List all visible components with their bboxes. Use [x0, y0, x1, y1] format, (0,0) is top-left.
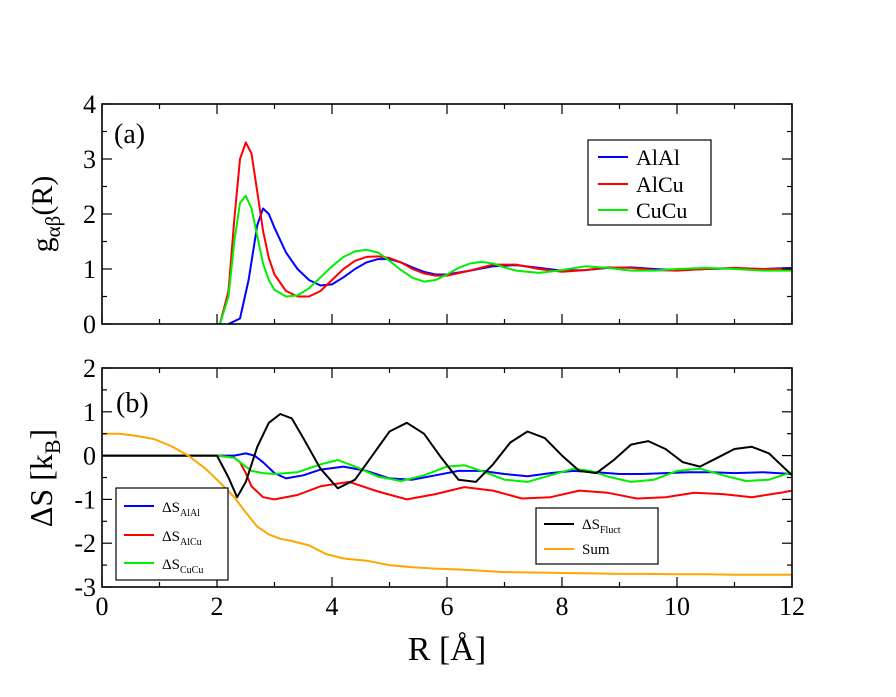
panel-b-legend-left: ΔSAlAl ΔSAlCu ΔSCuCu	[115, 487, 229, 581]
panel-b-series-line-sum	[102, 432, 792, 576]
panel-b-ylabel-suffix: ]	[23, 429, 59, 440]
legend-label-alal: AlAl	[636, 145, 680, 170]
y-tick-label: 1	[83, 398, 96, 427]
panel-a-series-line-alcu	[218, 141, 792, 325]
legend-label-ds-fluct: ΔSFluct	[582, 517, 621, 536]
legend-label-ds-fluct-sub: Fluct	[600, 525, 621, 536]
y-tick-label: 3	[83, 145, 96, 174]
legend-label-ds-cucu-sub: CuCu	[180, 565, 203, 576]
panel-b-ylabel-sub: B	[40, 439, 65, 454]
legend-label-sum: Sum	[582, 542, 610, 558]
panel-a-series-line-alal	[228, 207, 793, 325]
legend-label-cucu: CuCu	[636, 198, 687, 223]
panel-a-ticks: 0 1 2 3 4	[83, 90, 793, 339]
panel-b-legend-right: ΔSFluct Sum	[535, 507, 659, 565]
legend-label-alcu: AlCu	[636, 172, 684, 197]
panel-a: 0 1 2 3 4 (a) gαβ(R) AlAl AlCu CuCu	[26, 90, 793, 339]
panel-a-legend: AlAl AlCu CuCu	[587, 139, 712, 226]
y-tick-label: 0	[83, 310, 96, 339]
panel-b-legend-right-box	[535, 507, 659, 565]
y-tick-label: 4	[83, 90, 96, 119]
x-tick-label: 8	[556, 592, 569, 621]
panel-a-series-line-cucu	[218, 194, 792, 325]
panel-a-series-group	[218, 141, 793, 325]
x-tick-label: 6	[441, 592, 454, 621]
y-tick-label: 2	[83, 200, 96, 229]
panel-a-ylabel: gαβ(R)	[26, 176, 65, 253]
x-tick-label: 2	[211, 592, 224, 621]
svg-text:gαβ(R): gαβ(R)	[26, 176, 65, 253]
legend-label-ds-alcu-main: ΔS	[162, 529, 180, 545]
panel-b-series-line-scucu	[102, 454, 793, 483]
y-tick-label: -1	[74, 485, 96, 514]
y-tick-label: -3	[74, 573, 96, 602]
y-tick-label: -2	[74, 529, 96, 558]
panel-b-xlabel: R [Å]	[408, 631, 486, 668]
legend-label-ds-cucu-main: ΔS	[162, 557, 180, 573]
y-tick-label: 1	[83, 255, 96, 284]
y-tick-label: 0	[83, 442, 96, 471]
legend-label-ds-alcu: ΔSAlCu	[162, 529, 202, 548]
panel-b-ylabel-main: ΔS [k	[23, 454, 59, 527]
x-tick-label: 10	[664, 592, 690, 621]
panel-a-ylabel-suffix: (R)	[26, 176, 59, 216]
legend-label-ds-cucu: ΔSCuCu	[162, 557, 203, 576]
legend-label-ds-alal-sub: AlAl	[180, 508, 200, 519]
legend-label-ds-alal: ΔSAlAl	[162, 500, 200, 519]
panel-b-label: (b)	[116, 388, 149, 419]
x-tick-label: 4	[326, 592, 339, 621]
y-tick-label: 2	[83, 354, 96, 383]
panel-a-ylabel-sub: αβ	[41, 216, 65, 238]
x-tick-label: 0	[96, 592, 109, 621]
panel-a-ylabel-main: g	[26, 237, 59, 252]
x-tick-label: 12	[779, 592, 805, 621]
panel-b-ylabel: ΔS [kB]	[23, 429, 65, 527]
svg-text:ΔS [kB]: ΔS [kB]	[23, 429, 65, 527]
legend-label-ds-alal-main: ΔS	[162, 500, 180, 516]
panel-a-label: (a)	[114, 119, 145, 150]
panel-b-series-group	[102, 413, 793, 576]
panel-b-series-line-sfluct	[102, 413, 793, 499]
legend-label-ds-fluct-main: ΔS	[582, 517, 600, 533]
legend-label-ds-alcu-sub: AlCu	[180, 537, 202, 548]
